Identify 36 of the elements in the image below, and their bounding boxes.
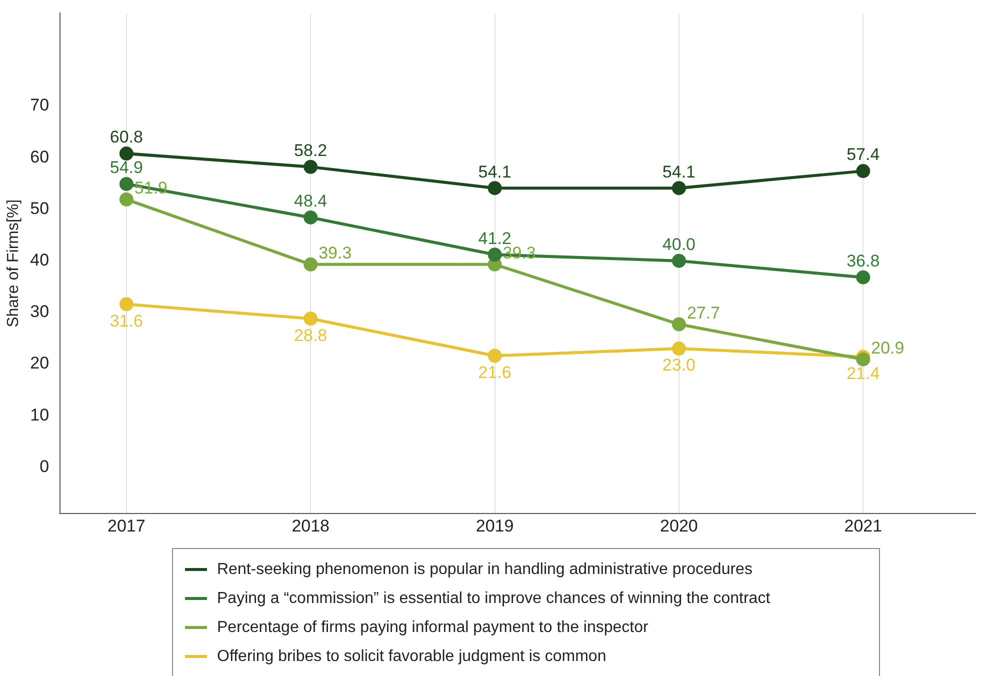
data-label: 48.4 (294, 192, 328, 211)
y-tick-label: 60 (30, 147, 50, 166)
data-label: 54.1 (662, 162, 696, 182)
data-label: 58.2 (294, 141, 328, 160)
x-tick-label: 2020 (660, 516, 698, 536)
y-axis-title: Share of Firms[%] (5, 199, 22, 328)
data-label: 23.0 (662, 356, 696, 375)
data-label: 20.9 (871, 338, 904, 358)
y-tick-label: 70 (30, 96, 50, 115)
data-label: 21.4 (846, 364, 880, 383)
data-label: 40.0 (662, 235, 696, 254)
legend-label: Offering bribes to solicit favorable judgment is common (217, 648, 606, 666)
data-label: 41.2 (478, 228, 512, 248)
data-label: 28.8 (294, 326, 328, 345)
data-label: 39.3 (318, 244, 352, 263)
data-label: 21.6 (478, 362, 512, 382)
x-tick-label: 2018 (292, 516, 330, 536)
y-tick-label: 10 (30, 405, 50, 424)
x-tick-label: 2017 (108, 516, 146, 536)
data-label: 57.4 (846, 145, 880, 164)
y-tick-label: 30 (30, 302, 50, 322)
data-label: 31.6 (110, 311, 143, 330)
legend-label: Rent-seeking phenomenon is popular in handling administrative procedures (217, 560, 752, 578)
y-tick-label: 40 (30, 250, 50, 270)
data-label: 54.1 (478, 162, 512, 182)
y-tick-label: 0 (40, 456, 50, 476)
data-label: 36.8 (846, 252, 880, 271)
legend-label: Percentage of firms paying informal payment to the inspector (217, 618, 648, 636)
data-label: 27.7 (686, 303, 720, 322)
y-tick-label: 20 (30, 354, 50, 373)
data-label: 60.8 (110, 128, 143, 147)
y-tick-label: 50 (30, 198, 50, 218)
data-label: 54.9 (110, 158, 143, 178)
legend-label: Paying a “commission” is essential to improve chances of winning the contract (217, 590, 770, 608)
x-tick-label: 2019 (476, 516, 514, 536)
x-tick-label: 2021 (844, 516, 882, 536)
